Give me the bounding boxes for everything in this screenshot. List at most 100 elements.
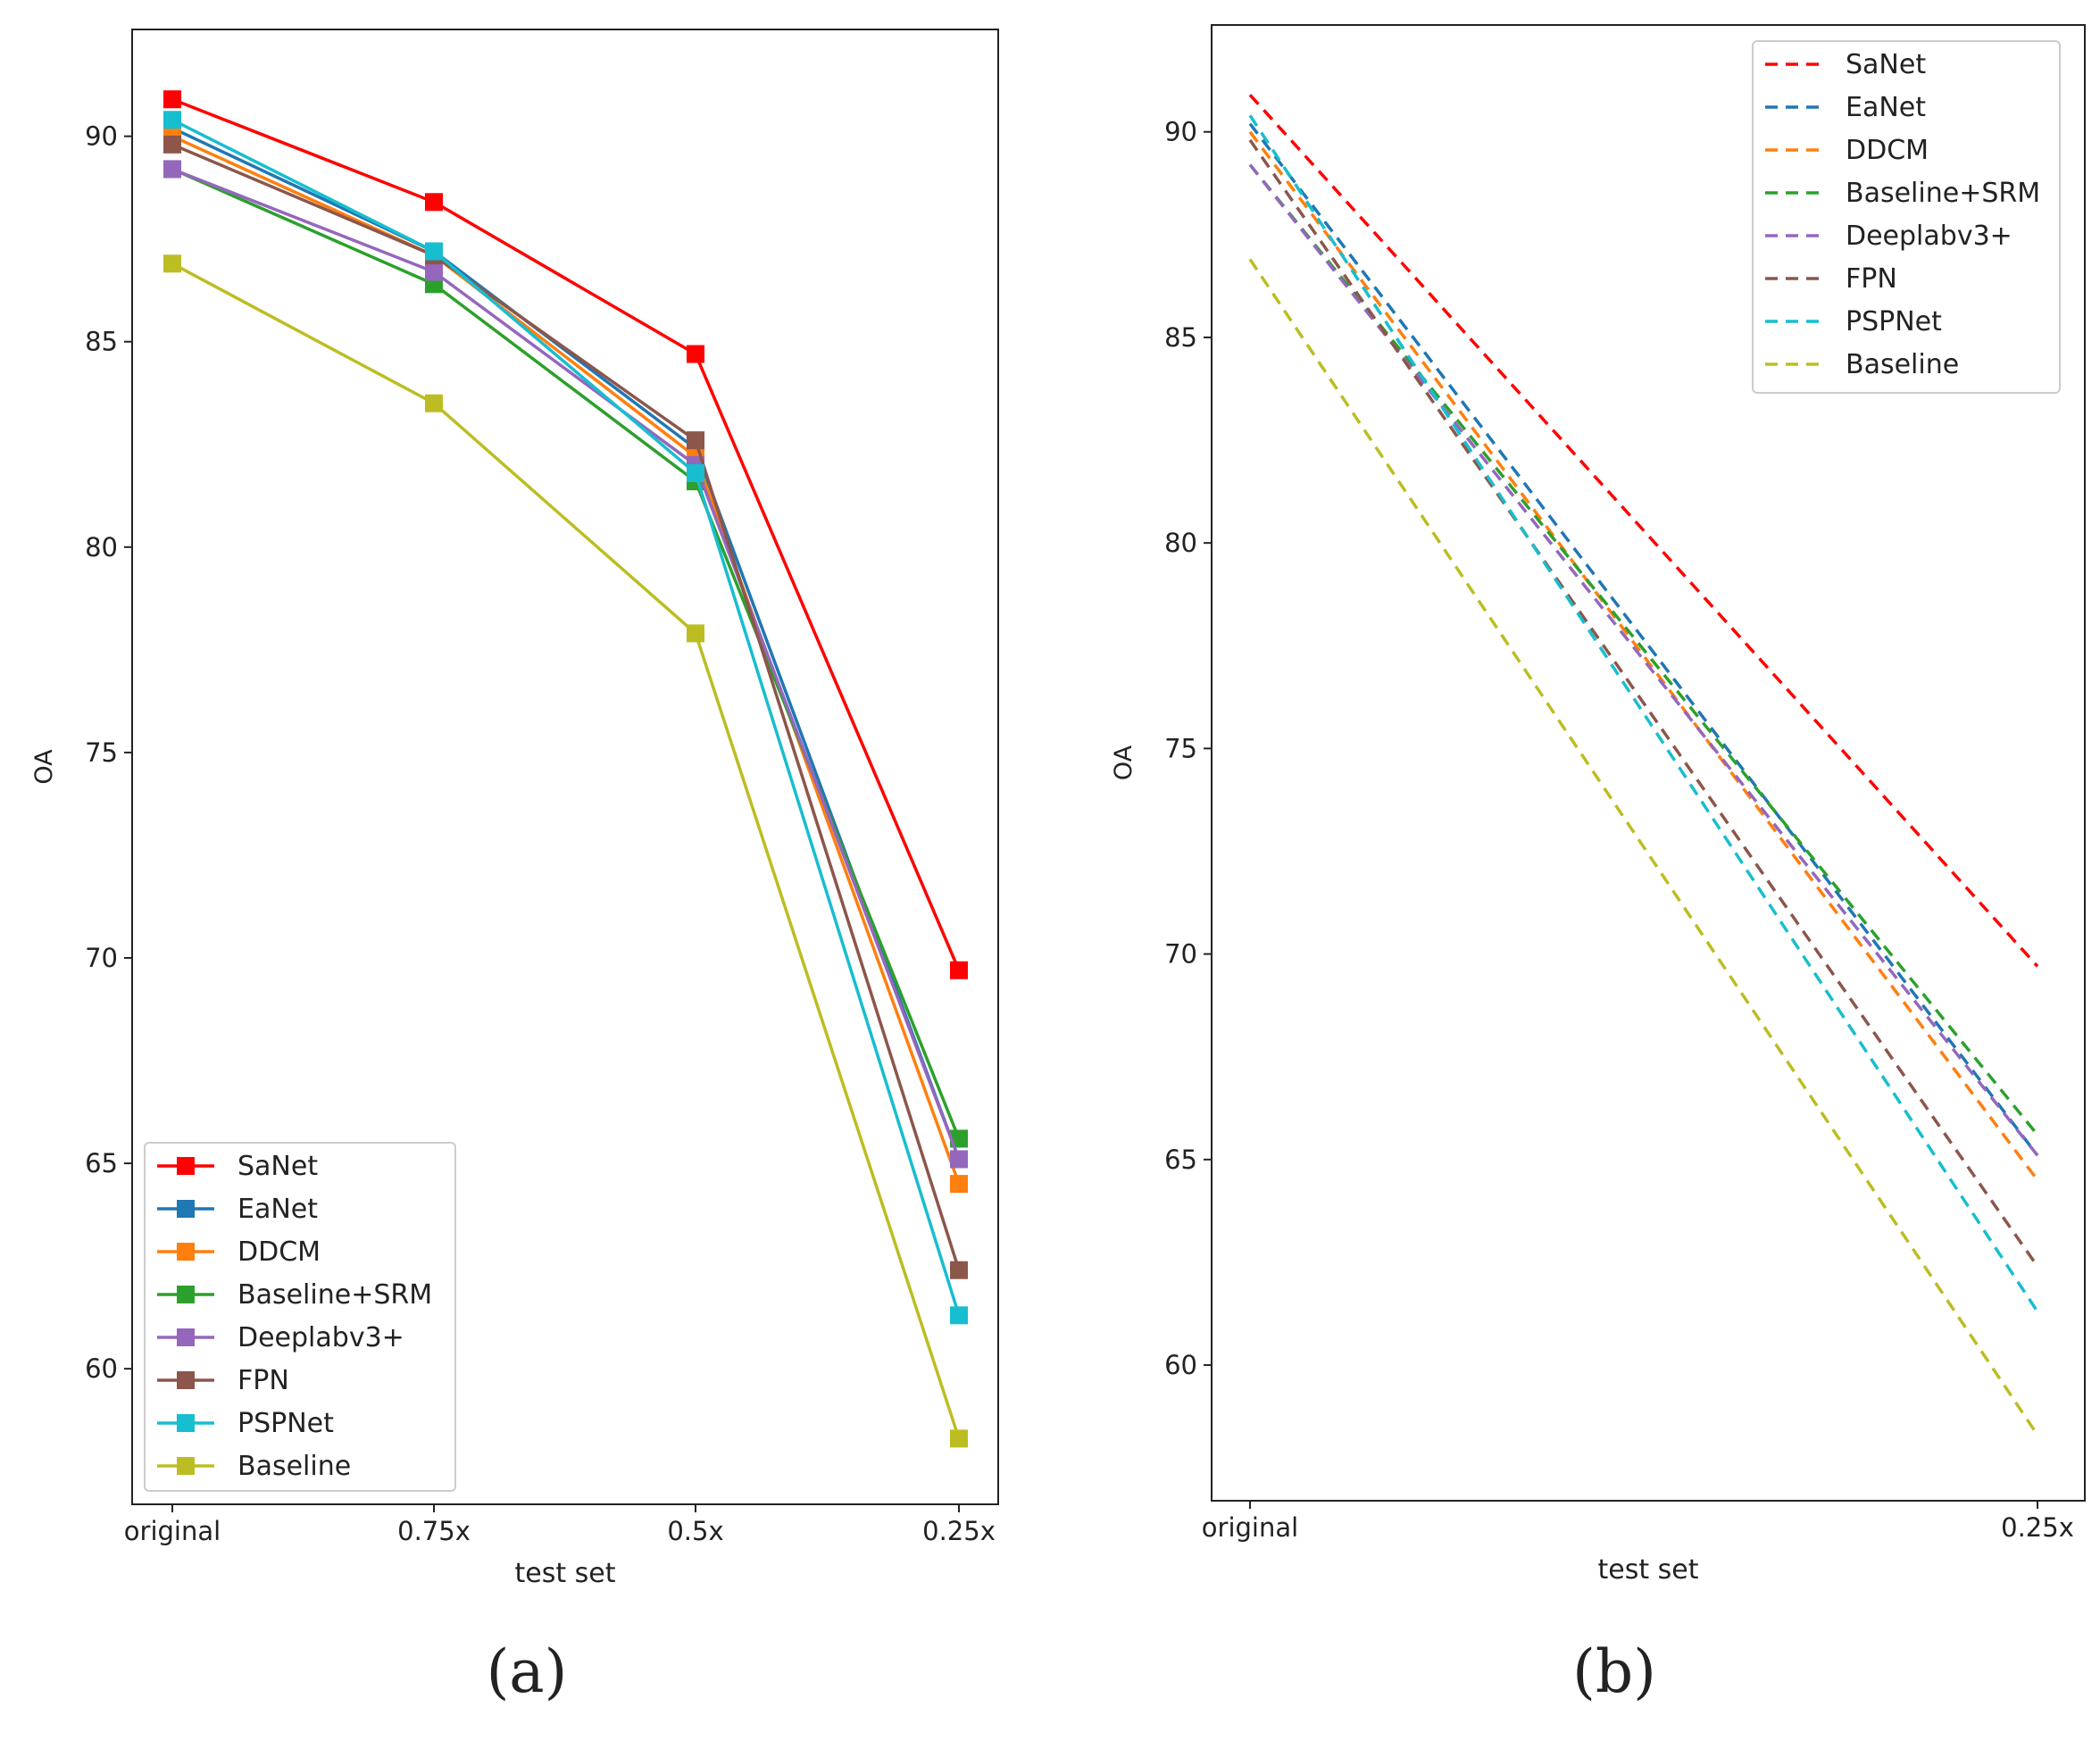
x-tick-label: original	[1202, 1512, 1298, 1543]
data-point	[163, 160, 181, 179]
y-tick-label: 60	[85, 1353, 118, 1384]
data-point	[163, 254, 181, 273]
series-pspnet	[163, 111, 968, 1325]
x-tick-label: 0.25x	[2001, 1512, 2074, 1543]
series-line	[1248, 258, 2039, 1436]
x-tick-label: original	[124, 1516, 221, 1546]
data-point	[687, 431, 704, 450]
legend-box	[1752, 40, 2061, 394]
series-eanet	[1248, 122, 2039, 1157]
legend-label: Baseline+SRM	[238, 1279, 432, 1311]
y-tick-label: 75	[1164, 733, 1197, 763]
data-point	[950, 1175, 968, 1194]
legend-marker	[177, 1286, 195, 1303]
data-point	[425, 193, 443, 212]
plot-frame	[131, 29, 999, 1505]
legend-label: SaNet	[238, 1151, 318, 1182]
series-deeplabv3-	[163, 160, 968, 1169]
legend-marker	[177, 1371, 195, 1389]
plot-frame	[1211, 24, 2086, 1502]
y-tick-label: 90	[1164, 117, 1197, 147]
data-point	[425, 242, 443, 261]
series-baseline	[163, 254, 968, 1448]
legend-label: FPN	[1846, 263, 1897, 295]
data-point	[950, 1306, 968, 1325]
legend-marker	[177, 1414, 195, 1432]
legend-label: EaNet	[238, 1194, 318, 1225]
series-ddcm	[1248, 130, 2039, 1181]
series-line	[1248, 114, 2039, 1313]
legend-label: Baseline+SRM	[1846, 178, 2040, 209]
x-tick-label: 0.25x	[922, 1516, 996, 1546]
legend-marker	[177, 1457, 195, 1475]
legend-label: PSPNet	[238, 1408, 334, 1439]
series-line	[171, 262, 961, 1439]
data-point	[950, 1150, 968, 1169]
legend-label: Deeplabv3+	[1846, 221, 2012, 252]
panel-b: 60 65 70 75 80 85 90 original 0.25x test set OA SaN…	[1110, 24, 2086, 1586]
y-tick-label: 70	[1164, 939, 1197, 970]
x-tick-label: 0.5x	[667, 1516, 723, 1546]
legend: SaNet EaNet DDCM Baseline+SRM Deeplabv3+ FPN P…	[144, 1142, 456, 1492]
legend: SaNet EaNet DDCM Baseline+SRM Deeplabv3+ FPN P…	[1752, 40, 2061, 394]
panel-label: (a)	[487, 1637, 568, 1706]
legend-marker	[177, 1243, 195, 1261]
y-tick-label: 85	[85, 327, 118, 357]
series-line	[1248, 122, 2039, 1157]
series-pspnet	[1248, 114, 2039, 1313]
y-tick-label: 65	[85, 1148, 118, 1178]
series-line	[171, 97, 961, 971]
series-line	[1248, 94, 2039, 968]
data-point	[950, 1261, 968, 1279]
y-tick-label: 80	[1164, 528, 1197, 558]
legend-label: FPN	[238, 1365, 289, 1396]
legend-label: PSPNet	[1846, 306, 1942, 337]
series-line	[171, 167, 961, 1140]
legend-label: SaNet	[1846, 49, 1926, 80]
data-point	[687, 624, 704, 643]
series-line	[171, 167, 961, 1161]
legend-label: Deeplabv3+	[238, 1322, 404, 1353]
y-tick-label: 65	[1164, 1145, 1197, 1175]
legend-marker	[177, 1200, 195, 1218]
y-axis-label: OA	[1110, 745, 1138, 780]
y-tick-label: 60	[1164, 1350, 1197, 1380]
legend-label: Baseline	[238, 1451, 351, 1482]
series-line	[171, 118, 961, 1316]
data-point	[950, 961, 968, 979]
legend-label: Baseline	[1846, 349, 1959, 380]
legend-label: DDCM	[238, 1236, 321, 1268]
series-line	[171, 135, 961, 1185]
data-point	[425, 394, 443, 412]
panel-a: 60 65 70 75 80 85 90 original 0.75x 0.5x 0.25x test…	[30, 29, 999, 1589]
series-ddcm	[163, 127, 968, 1194]
y-tick-label: 90	[85, 121, 118, 152]
data-point	[163, 111, 181, 129]
data-point	[163, 90, 181, 109]
y-axis-label: OA	[30, 749, 58, 785]
data-point	[687, 463, 704, 482]
data-point	[425, 262, 443, 281]
legend-box	[144, 1142, 456, 1492]
y-tick-label: 75	[85, 737, 118, 768]
series-line	[171, 143, 961, 1271]
series-eanet	[163, 119, 968, 1169]
series-line	[1248, 130, 2039, 1181]
series-sanet	[1248, 94, 2039, 968]
panel-label: (b)	[1572, 1637, 1656, 1706]
y-tick-label: 70	[85, 943, 118, 973]
data-point	[950, 1429, 968, 1448]
series-line	[1248, 138, 2039, 1268]
legend-marker	[177, 1328, 195, 1346]
y-tick-label: 85	[1164, 322, 1197, 353]
series-baseline	[1248, 258, 2039, 1436]
legend-marker	[177, 1157, 195, 1175]
series-baseline-srm	[163, 160, 968, 1148]
series-fpn	[1248, 138, 2039, 1268]
data-point	[687, 345, 704, 363]
y-tick-label: 80	[85, 532, 118, 562]
data-point	[163, 135, 181, 154]
x-tick-label: 0.75x	[397, 1516, 471, 1546]
series-sanet	[163, 90, 968, 979]
